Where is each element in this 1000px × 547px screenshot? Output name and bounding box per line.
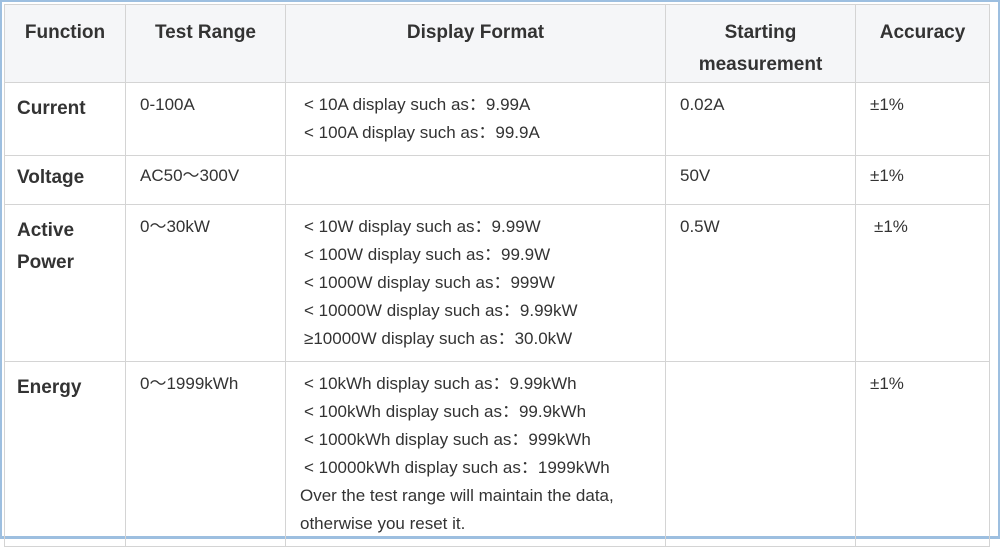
format-line: < 10kWh display such as：9.99kWh <box>304 374 577 393</box>
format-line: < 100kWh display such as：99.9kWh <box>304 402 587 421</box>
table-row: Energy 0～1999kWh < 10kWh display such as… <box>4 361 990 547</box>
table-row: Voltage AC50～300V 50V ±1% <box>4 155 990 205</box>
header-starting-measurement: Starting measurement <box>665 4 856 83</box>
start-cell: 50V <box>665 155 856 205</box>
function-cell: Energy <box>4 361 126 547</box>
header-accuracy: Accuracy <box>855 4 990 83</box>
header-row: Function Test Range Display Format Start… <box>4 4 990 83</box>
table-row: Current 0-100A < 10A display such as：9.9… <box>4 82 990 156</box>
range-cell: 0～1999kWh <box>125 361 286 547</box>
format-line: < 10000kWh display such as：1999kWh <box>304 458 610 477</box>
format-cell: < 10kWh display such as：9.99kWh < 100kWh… <box>285 361 666 547</box>
format-line: < 100W display such as：99.9W <box>304 245 551 264</box>
range-cell: AC50～300V <box>125 155 286 205</box>
function-cell: Voltage <box>4 155 126 205</box>
header-function: Function <box>4 4 126 83</box>
table-row: Active Power 0～30kW < 10W display such a… <box>4 204 990 362</box>
format-line: < 10000W display such as：9.99kW <box>304 301 578 320</box>
start-cell <box>665 361 856 547</box>
spec-table: Function Test Range Display Format Start… <box>4 4 990 547</box>
format-cell: < 10W display such as：9.99W < 100W displ… <box>285 204 666 362</box>
accuracy-cell: ±1% <box>855 204 990 362</box>
format-line: < 10W display such as：9.99W <box>304 217 541 236</box>
function-cell: Active Power <box>4 204 126 362</box>
range-cell: 0～30kW <box>125 204 286 362</box>
format-cell <box>285 155 666 205</box>
range-cell: 0-100A <box>125 82 286 156</box>
format-line: < 1000W display such as：999W <box>304 273 555 292</box>
format-line: < 10A display such as：9.99A <box>304 95 531 114</box>
start-cell: 0.02A <box>665 82 856 156</box>
accuracy-cell: ±1% <box>855 155 990 205</box>
format-line: < 100A display such as：99.9A <box>304 123 540 142</box>
accuracy-cell: ±1% <box>855 82 990 156</box>
format-line: ≥10000W display such as：30.0kW <box>304 329 573 348</box>
header-display-format: Display Format <box>285 4 666 83</box>
format-note: Over the test range will maintain the da… <box>300 486 614 533</box>
function-cell: Current <box>4 82 126 156</box>
format-line: < 1000kWh display such as：999kWh <box>304 430 591 449</box>
accuracy-cell: ±1% <box>855 361 990 547</box>
header-test-range: Test Range <box>125 4 286 83</box>
format-cell: < 10A display such as：9.99A < 100A displ… <box>285 82 666 156</box>
start-cell: 0.5W <box>665 204 856 362</box>
